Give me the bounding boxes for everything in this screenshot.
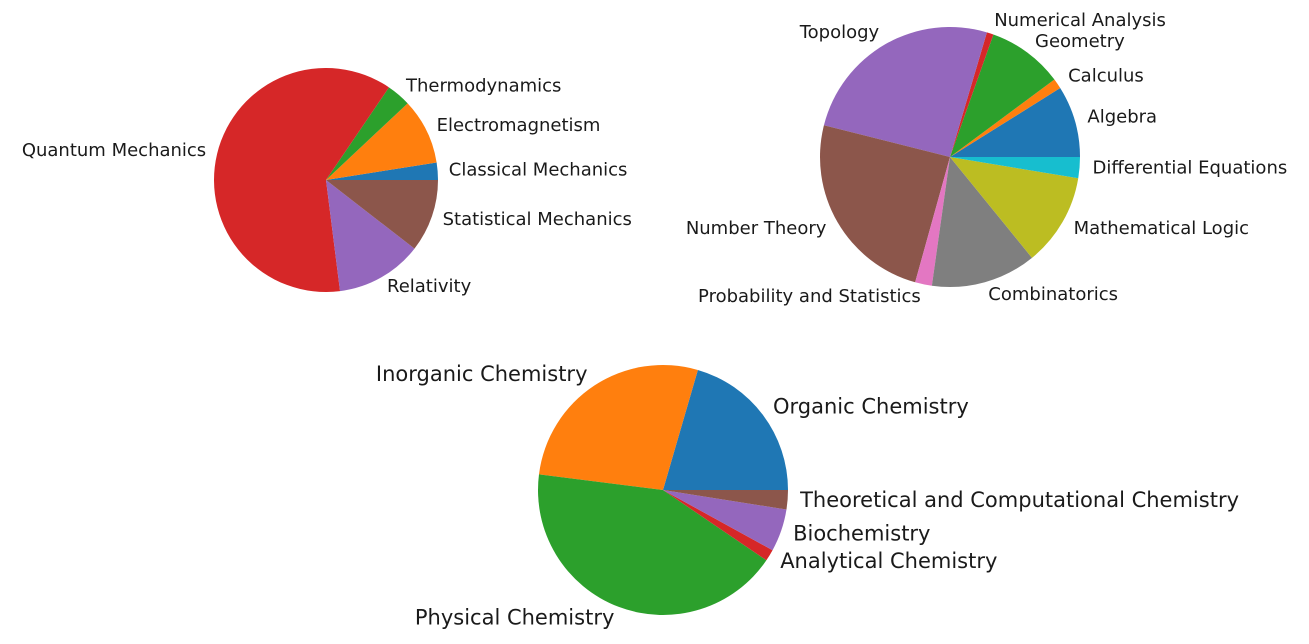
pie-slice-mathematics-differential-equations — [950, 157, 1080, 179]
pie-slice-mathematics-number-theory — [820, 125, 950, 283]
pie-slice-chemistry-organic-chemistry — [663, 369, 788, 490]
pie-slice-physics-thermodynamics — [326, 87, 408, 180]
pie-label-mathematics-calculus: Calculus — [1068, 65, 1144, 86]
pie-label-chemistry-theoretical-and-computational-chemistry: Theoretical and Computational Chemistry — [799, 488, 1239, 512]
pie-label-physics-electromagnetism: Electromagnetism — [437, 115, 601, 136]
pie-slice-physics-electromagnetism — [326, 103, 437, 180]
pie-label-mathematics-combinatorics: Combinatorics — [988, 284, 1118, 305]
pie-label-mathematics-number-theory: Number Theory — [686, 218, 827, 239]
pie-slice-chemistry-inorganic-chemistry — [538, 364, 698, 490]
pie-label-mathematics-differential-equations: Differential Equations — [1093, 158, 1288, 179]
pie-label-mathematics-algebra: Algebra — [1087, 107, 1157, 128]
pie-label-mathematics-topology: Topology — [799, 22, 880, 43]
pie-label-mathematics-numerical-analysis: Numerical Analysis — [994, 10, 1166, 31]
pie-slice-mathematics-calculus — [950, 79, 1061, 157]
pie-slice-mathematics-topology — [823, 27, 987, 158]
pie-slice-physics-relativity — [326, 180, 415, 292]
pie-label-chemistry-organic-chemistry: Organic Chemistry — [773, 394, 969, 418]
pie-slice-mathematics-mathematical-logic — [950, 157, 1079, 258]
pie-slice-physics-classical-mechanics — [326, 162, 438, 180]
pie-label-chemistry-inorganic-chemistry: Inorganic Chemistry — [376, 362, 588, 386]
pie-slice-chemistry-analytical-chemistry — [663, 490, 773, 561]
pie-label-physics-statistical-mechanics: Statistical Mechanics — [443, 209, 632, 230]
pie-slice-mathematics-combinatorics — [931, 157, 1033, 287]
pie-label-chemistry-physical-chemistry: Physical Chemistry — [415, 606, 615, 630]
pie-label-mathematics-probability-and-statistics: Probability and Statistics — [698, 286, 921, 307]
pie-slice-mathematics-geometry — [950, 34, 1055, 157]
pie-label-mathematics-mathematical-logic: Mathematical Logic — [1074, 218, 1249, 239]
pie-slice-chemistry-biochemistry — [663, 490, 787, 551]
pie-label-chemistry-biochemistry: Biochemistry — [793, 522, 930, 546]
pie-slice-mathematics-numerical-analysis — [950, 32, 994, 157]
pie-label-mathematics-geometry: Geometry — [1035, 31, 1125, 52]
pie-label-chemistry-analytical-chemistry: Analytical Chemistry — [780, 549, 997, 573]
pie-slice-physics-statistical-mechanics — [326, 180, 438, 249]
pie-slice-chemistry-theoretical-and-computational-chemistry — [663, 490, 788, 510]
pie-label-physics-quantum-mechanics: Quantum Mechanics — [22, 140, 206, 161]
pie-slice-mathematics-probability-and-statistics — [915, 157, 950, 286]
pie-label-physics-relativity: Relativity — [387, 276, 472, 297]
pie-label-physics-classical-mechanics: Classical Mechanics — [449, 159, 628, 180]
pie-slice-mathematics-algebra — [950, 88, 1080, 157]
pie-chart-chemistry: Organic Chemistry Inorganic Chemistry Phys… — [376, 362, 1239, 629]
pie-chart-physics: Classical Mechanics Electromagnetism Therm… — [22, 68, 632, 297]
pie-label-physics-thermodynamics: Thermodynamics — [405, 75, 561, 96]
pie-slice-chemistry-physical-chemistry — [538, 474, 767, 616]
pie-slice-physics-quantum-mechanics — [214, 68, 389, 292]
